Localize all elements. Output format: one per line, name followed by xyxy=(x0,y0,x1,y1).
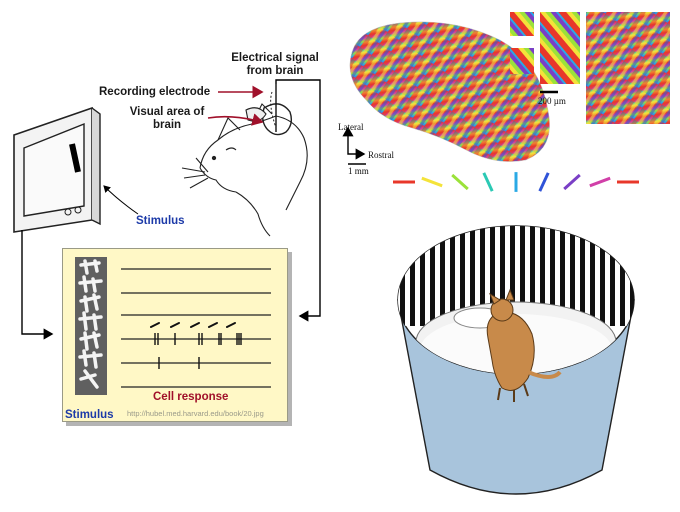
stimulus-orientation-strip xyxy=(75,257,107,395)
stimulus-panel-label: Stimulus xyxy=(65,409,114,421)
scale-1mm-label: 1 mm xyxy=(348,166,369,176)
stimulus-monitor-label: Stimulus xyxy=(136,215,185,227)
lateral-label: Lateral xyxy=(338,122,364,132)
response-traces xyxy=(121,268,271,388)
electrical-signal-label: Electrical signal from brain xyxy=(231,52,319,77)
scale-200um-label: 200 µm xyxy=(538,96,566,106)
rostral-label: Rostral xyxy=(368,150,394,160)
stimulus-wire xyxy=(21,230,54,340)
visual-area-label: Visual area of brain xyxy=(129,106,205,131)
cell-response-panel: Cell response Stimulus http://hubel.med.… xyxy=(62,248,288,422)
signal-wire xyxy=(275,79,321,322)
source-url: http://hubel.med.harvard.edu/book/20.jpg xyxy=(127,409,264,418)
bar-stimulus xyxy=(69,143,81,173)
recording-electrode-label: Recording electrode xyxy=(99,86,211,98)
stimulus-monitor xyxy=(13,106,101,233)
visual-area-pointer-arrow xyxy=(207,113,264,126)
cell-response-label: Cell response xyxy=(153,391,229,403)
